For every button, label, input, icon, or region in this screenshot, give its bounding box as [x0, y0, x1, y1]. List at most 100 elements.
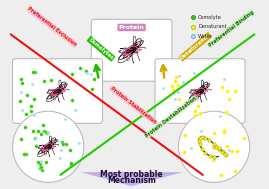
Point	[227, 97, 231, 100]
Point	[224, 90, 229, 93]
Point	[161, 87, 165, 90]
FancyBboxPatch shape	[13, 59, 102, 123]
Text: Water: Water	[198, 34, 213, 39]
Point	[173, 98, 178, 101]
Point	[69, 164, 73, 167]
Point	[29, 110, 33, 113]
Point	[170, 85, 174, 88]
Point	[193, 110, 197, 113]
Text: Mechanism: Mechanism	[107, 176, 156, 185]
Point	[23, 125, 27, 129]
Point	[207, 154, 212, 157]
Point	[203, 136, 207, 139]
Point	[197, 136, 202, 139]
Point	[22, 152, 26, 155]
Point	[193, 113, 197, 116]
Point	[34, 137, 38, 140]
Point	[37, 163, 42, 166]
Point	[63, 118, 67, 121]
Point	[220, 86, 224, 89]
Point	[199, 130, 204, 133]
Point	[242, 137, 246, 140]
Circle shape	[13, 111, 84, 182]
Point	[69, 73, 74, 76]
Point	[64, 143, 69, 146]
Point	[196, 104, 200, 107]
Point	[207, 139, 212, 142]
Point	[45, 132, 49, 135]
Point	[39, 160, 44, 163]
Point	[24, 112, 29, 115]
Point	[84, 70, 88, 73]
Point	[229, 149, 234, 152]
Point	[171, 89, 175, 92]
Text: Protein: Protein	[119, 25, 144, 30]
Circle shape	[178, 111, 250, 182]
Point	[31, 113, 36, 116]
Point	[89, 72, 93, 75]
Point	[33, 71, 38, 74]
Point	[214, 145, 218, 148]
Point	[24, 153, 28, 156]
Point	[181, 80, 185, 83]
Point	[201, 137, 206, 140]
Point	[197, 143, 202, 146]
Point	[224, 110, 228, 113]
Point	[189, 147, 193, 150]
Point	[200, 135, 204, 138]
Point	[192, 72, 196, 75]
Point	[222, 129, 226, 132]
Point	[38, 165, 43, 168]
Point	[212, 155, 217, 158]
Point	[46, 131, 51, 134]
Point	[212, 143, 216, 146]
Point	[20, 81, 24, 84]
Text: Denaturant: Denaturant	[198, 24, 227, 29]
Point	[44, 161, 48, 164]
Point	[218, 115, 222, 118]
Point	[32, 97, 36, 100]
Point	[30, 83, 35, 86]
Point	[223, 153, 227, 156]
Text: Preferential Exclusion: Preferential Exclusion	[27, 6, 77, 47]
FancyBboxPatch shape	[91, 19, 172, 81]
Point	[221, 77, 226, 80]
Point	[56, 140, 61, 143]
Polygon shape	[81, 172, 182, 186]
Point	[225, 145, 229, 148]
Point	[212, 131, 216, 134]
Text: Denaturants: Denaturants	[179, 33, 211, 61]
Point	[68, 149, 72, 152]
Point	[182, 151, 186, 154]
Point	[177, 97, 181, 100]
Point	[31, 71, 35, 74]
Point	[177, 109, 182, 112]
Point	[211, 159, 215, 162]
Point	[193, 76, 197, 79]
Point	[233, 170, 237, 173]
Point	[42, 129, 46, 132]
Point	[226, 149, 231, 152]
Point	[217, 147, 222, 150]
Point	[49, 79, 54, 82]
Point	[191, 25, 196, 28]
Point	[172, 80, 177, 83]
Point	[33, 137, 38, 140]
Point	[60, 141, 64, 144]
Point	[235, 149, 239, 152]
Point	[78, 66, 82, 69]
Text: Protein Destabilization: Protein Destabilization	[145, 95, 198, 139]
Point	[217, 147, 221, 150]
Point	[200, 147, 204, 150]
Point	[34, 144, 38, 147]
Point	[92, 77, 96, 80]
Point	[40, 169, 44, 172]
Point	[203, 151, 207, 154]
Point	[183, 101, 187, 104]
Point	[198, 111, 203, 114]
Text: Protein Stabilization: Protein Stabilization	[109, 85, 157, 124]
Point	[183, 133, 187, 136]
Point	[43, 131, 48, 134]
Point	[69, 161, 73, 164]
Point	[19, 138, 23, 141]
